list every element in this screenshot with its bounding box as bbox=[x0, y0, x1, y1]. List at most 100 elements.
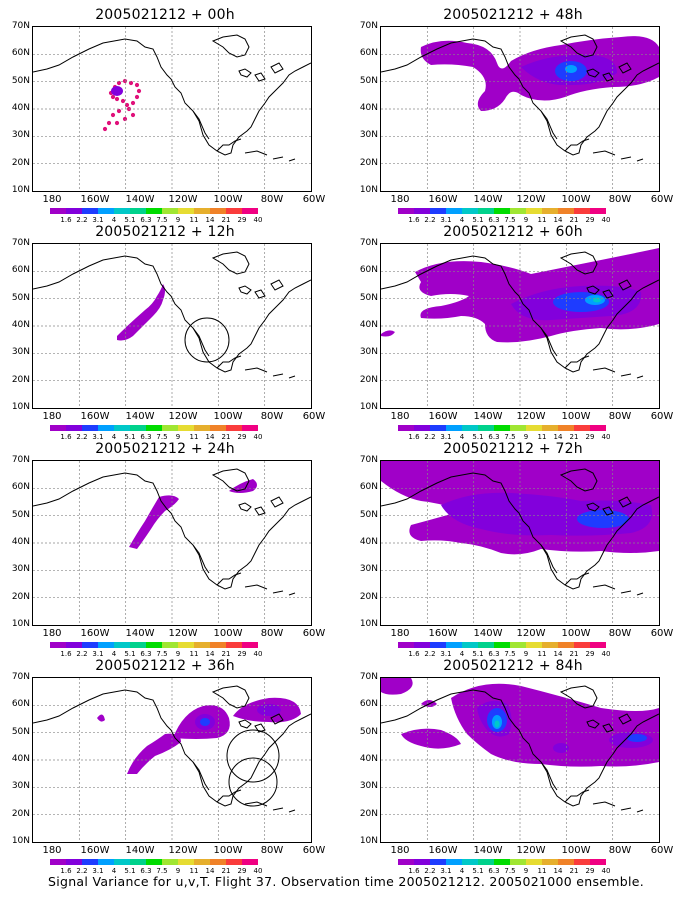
longitude-tick-label: 60W bbox=[650, 194, 674, 205]
latitude-tick-label: 20N bbox=[359, 157, 378, 168]
longitude-tick-label: 180 bbox=[42, 411, 62, 422]
colorbar-label: 2.2 bbox=[424, 433, 436, 441]
colorbar-swatch bbox=[226, 859, 242, 865]
latitude-tick-label: 40N bbox=[359, 320, 378, 330]
latitude-tick-label: 40N bbox=[359, 103, 378, 113]
colorbar-swatch bbox=[98, 859, 114, 865]
longitude-tick-label: 180 bbox=[42, 194, 62, 205]
colorbar bbox=[50, 208, 258, 214]
colorbar-swatch bbox=[82, 425, 98, 431]
colorbar-label: 21 bbox=[569, 216, 579, 224]
colorbar-label: 4 bbox=[459, 867, 465, 875]
longitude-tick-label: 160W bbox=[80, 845, 110, 856]
colorbar-swatch bbox=[162, 425, 178, 431]
colorbar-label: 11 bbox=[537, 867, 547, 875]
colorbar-label: 3.1 bbox=[92, 650, 104, 658]
colorbar-label: 6.3 bbox=[140, 867, 152, 875]
colorbar-swatch bbox=[210, 859, 226, 865]
colorbar-swatch bbox=[494, 642, 510, 648]
latitude-tick-label: 50N bbox=[359, 75, 378, 86]
colorbar bbox=[50, 859, 258, 865]
colorbar-label: 6.3 bbox=[488, 867, 500, 875]
colorbar-label: 2.2 bbox=[76, 650, 88, 658]
longitude-tick-label: 120W bbox=[168, 411, 198, 422]
colorbar-swatch bbox=[114, 642, 130, 648]
colorbar-swatch bbox=[398, 425, 414, 431]
colorbar-label: 6.3 bbox=[488, 216, 500, 224]
latitude-tick-label: 40N bbox=[359, 537, 378, 547]
longitude-tick-label: 100W bbox=[561, 628, 591, 639]
latitude-tick-label: 10N bbox=[11, 619, 30, 629]
colorbar-label: 1.6 bbox=[408, 216, 420, 224]
longitude-tick-label: 80W bbox=[608, 628, 632, 639]
colorbar-label: 7.5 bbox=[156, 650, 168, 658]
panel-title: 2005021212 + 48h bbox=[443, 7, 583, 23]
colorbar-swatch bbox=[178, 208, 194, 214]
panel-title: 2005021212 + 00h bbox=[95, 7, 235, 23]
colorbar-label: 7.5 bbox=[504, 216, 516, 224]
colorbar-swatch bbox=[526, 859, 542, 865]
colorbar-swatch bbox=[430, 208, 446, 214]
colorbar-swatch bbox=[462, 642, 478, 648]
colorbar-label: 1.6 bbox=[60, 650, 72, 658]
longitude-tick-label: 60W bbox=[302, 411, 326, 422]
colorbar-label: 3.1 bbox=[440, 433, 452, 441]
colorbar-swatch bbox=[50, 859, 66, 865]
colorbar-label: 2.2 bbox=[424, 650, 436, 658]
colorbar-label: 14 bbox=[205, 216, 215, 224]
colorbar-label: 21 bbox=[221, 650, 231, 658]
colorbar-label: 2.2 bbox=[76, 867, 88, 875]
longitude-tick-label: 120W bbox=[516, 845, 546, 856]
colorbar-label: 5.1 bbox=[124, 216, 136, 224]
colorbar-swatch bbox=[66, 208, 82, 214]
colorbar-label: 7.5 bbox=[504, 650, 516, 658]
colorbar-label: 2.2 bbox=[76, 216, 88, 224]
longitude-tick-label: 160W bbox=[428, 411, 458, 422]
longitude-tick-label: 60W bbox=[650, 411, 674, 422]
colorbar bbox=[50, 425, 258, 431]
longitude-tick-label: 120W bbox=[168, 845, 198, 856]
colorbar-label: 4 bbox=[459, 433, 465, 441]
longitude-tick-label: 160W bbox=[428, 845, 458, 856]
colorbar-swatch bbox=[50, 208, 66, 214]
colorbar-label: 40 bbox=[253, 433, 263, 441]
longitude-tick-label: 160W bbox=[428, 628, 458, 639]
longitude-tick-label: 140W bbox=[125, 411, 155, 422]
latitude-tick-label: 60N bbox=[359, 482, 378, 493]
colorbar-label: 40 bbox=[601, 433, 611, 441]
colorbar-swatch bbox=[226, 208, 242, 214]
map-plot-area bbox=[32, 677, 312, 843]
colorbar-label: 3.1 bbox=[440, 650, 452, 658]
latitude-tick-label: 50N bbox=[11, 292, 30, 303]
latitude-tick-label: 70N bbox=[359, 672, 378, 682]
longitude-tick-label: 120W bbox=[516, 411, 546, 422]
longitude-tick-label: 160W bbox=[80, 194, 110, 205]
colorbar-label: 3.1 bbox=[440, 867, 452, 875]
latitude-tick-label: 10N bbox=[11, 402, 30, 412]
colorbar-label: 29 bbox=[237, 216, 247, 224]
colorbar-label: 14 bbox=[205, 433, 215, 441]
map-panel: 2005021212 + 60h 70N 60N 50N 40N 30N 20N 10N 18… bbox=[348, 223, 678, 441]
longitude-tick-label: 60W bbox=[650, 845, 674, 856]
latitude-tick-label: 30N bbox=[11, 130, 30, 141]
colorbar-label: 4 bbox=[459, 216, 465, 224]
colorbar-label: 1.6 bbox=[60, 216, 72, 224]
colorbar-swatch bbox=[66, 425, 82, 431]
colorbar-label: 6.3 bbox=[488, 650, 500, 658]
map-panel: 2005021212 + 00h 70N 60N 50N 40N 30N 20N 10N 18… bbox=[0, 6, 330, 224]
colorbar-swatch bbox=[478, 642, 494, 648]
colorbar-label: 7.5 bbox=[156, 216, 168, 224]
latitude-tick-label: 70N bbox=[11, 672, 30, 682]
latitude-tick-label: 50N bbox=[359, 292, 378, 303]
longitude-tick-label: 100W bbox=[561, 411, 591, 422]
colorbar-label: 6.3 bbox=[488, 433, 500, 441]
latitude-tick-label: 20N bbox=[11, 591, 30, 602]
colorbar-label: 6.3 bbox=[140, 216, 152, 224]
latitude-tick-label: 10N bbox=[11, 185, 30, 195]
colorbar-swatch bbox=[146, 642, 162, 648]
longitude-tick-label: 100W bbox=[213, 628, 243, 639]
colorbar-swatch bbox=[590, 425, 606, 431]
colorbar-swatch bbox=[178, 425, 194, 431]
latitude-tick-label: 70N bbox=[11, 455, 30, 465]
colorbar-swatch bbox=[478, 425, 494, 431]
